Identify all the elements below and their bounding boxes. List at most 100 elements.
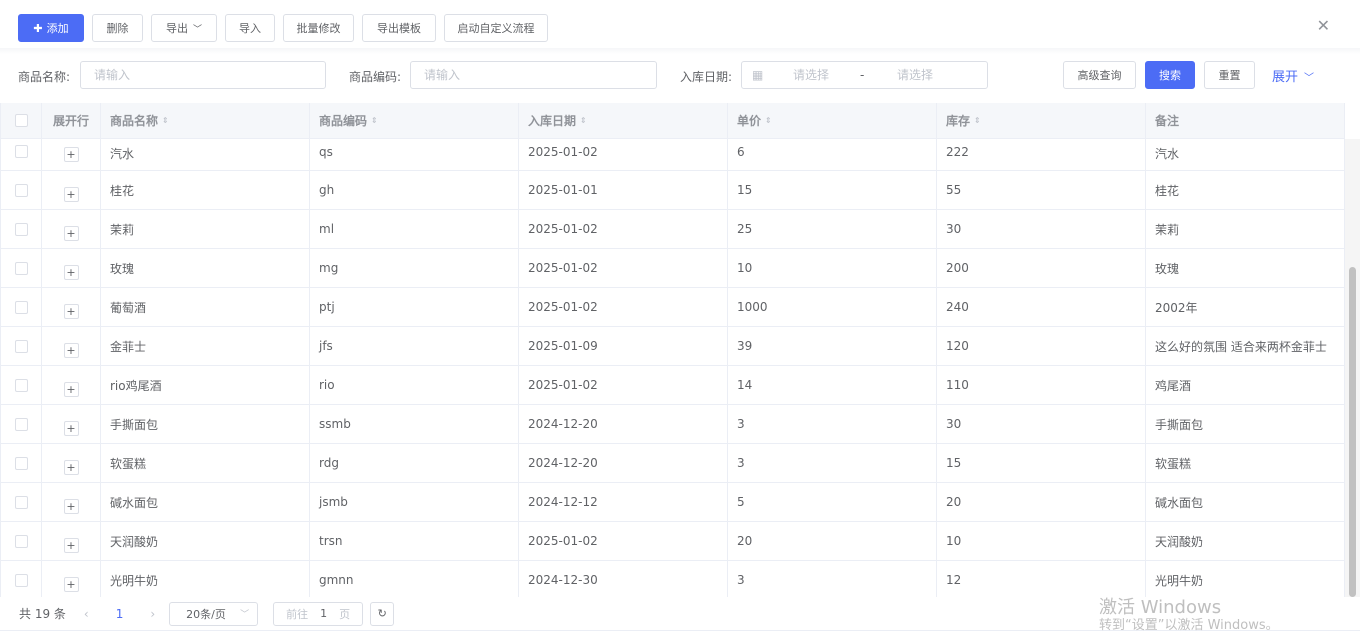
row-checkbox[interactable] xyxy=(14,261,28,275)
table-row[interactable]: + 茉莉 ml 2025-01-02 25 30 茉莉 xyxy=(1,210,1345,249)
header-select-all xyxy=(1,103,42,138)
row-checkbox[interactable] xyxy=(14,300,28,314)
header-name[interactable]: 商品名称 ⇕ xyxy=(101,103,310,138)
page-number[interactable]: 1 xyxy=(115,606,124,621)
sort-icon[interactable]: ⇕ xyxy=(765,116,772,125)
expand-row-icon[interactable]: + xyxy=(63,186,79,202)
code-label: 商品编码: xyxy=(349,70,402,84)
row-select xyxy=(1,483,42,521)
row-expand: + xyxy=(42,483,101,521)
export-button[interactable]: 导出 ﹀ xyxy=(151,14,217,42)
cell-name: 葡萄酒 xyxy=(101,288,310,326)
row-checkbox[interactable] xyxy=(14,144,28,158)
refresh-button[interactable]: ↻ xyxy=(370,601,395,626)
batch-edit-button[interactable]: 批量修改 xyxy=(283,14,354,42)
header-code[interactable]: 商品编码 ⇕ xyxy=(310,103,519,138)
expand-row-icon[interactable]: + xyxy=(63,303,79,319)
start-flow-button[interactable]: 启动自定义流程 xyxy=(444,14,548,42)
row-checkbox[interactable] xyxy=(14,183,28,197)
row-checkbox[interactable] xyxy=(14,222,28,236)
cell-date: 2025-01-02 xyxy=(519,139,728,170)
expand-row-icon[interactable]: + xyxy=(63,381,79,397)
expand-toggle[interactable]: 展开 ﹀ xyxy=(1272,66,1314,85)
date-start[interactable]: 请选择 xyxy=(793,68,830,82)
sort-icon[interactable]: ⇕ xyxy=(974,116,981,125)
header-price[interactable]: 单价 ⇕ xyxy=(728,103,937,138)
cell-code: jsmb xyxy=(310,483,519,521)
table-row[interactable]: + 金菲士 jfs 2025-01-09 39 120 这么好的氛围 适合来两杯金菲士 xyxy=(1,327,1345,366)
add-button[interactable]: ✚ 添加 xyxy=(18,14,84,42)
cell-remark: 手撕面包 xyxy=(1146,405,1345,443)
cell-stock: 30 xyxy=(937,405,1146,443)
cell-date: 2025-01-02 xyxy=(519,522,728,560)
prev-page-icon[interactable]: ‹ xyxy=(83,606,89,621)
expand-row-icon[interactable]: + xyxy=(63,576,79,592)
table-row[interactable]: + 光明牛奶 gmnn 2024-12-30 3 12 光明牛奶 xyxy=(1,561,1345,597)
sort-icon[interactable]: ⇕ xyxy=(580,116,587,125)
sort-icon[interactable]: ⇕ xyxy=(162,116,169,125)
expand-row-icon[interactable]: + xyxy=(63,420,79,436)
table-row[interactable]: + 碱水面包 jsmb 2024-12-12 5 20 碱水面包 xyxy=(1,483,1345,522)
cell-date: 2024-12-20 xyxy=(519,405,728,443)
refresh-icon: ↻ xyxy=(377,607,387,620)
cell-stock: 222 xyxy=(937,139,1146,170)
row-checkbox[interactable] xyxy=(14,417,28,431)
sort-icon[interactable]: ⇕ xyxy=(371,116,378,125)
code-input[interactable]: 请输入 xyxy=(410,61,657,89)
cell-remark: 鸡尾酒 xyxy=(1146,366,1345,404)
name-input[interactable]: 请输入 xyxy=(80,61,326,89)
close-icon[interactable]: ✕ xyxy=(1316,16,1330,35)
expand-row-icon[interactable]: + xyxy=(63,459,79,475)
expand-row-icon[interactable]: + xyxy=(63,264,79,280)
next-page-icon[interactable]: › xyxy=(150,606,156,621)
row-checkbox[interactable] xyxy=(14,456,28,470)
table-row[interactable]: + 玫瑰 mg 2025-01-02 10 200 玫瑰 xyxy=(1,249,1345,288)
divider xyxy=(0,48,1360,54)
expand-row-icon[interactable]: + xyxy=(63,537,79,553)
total-count: 共 19 条 xyxy=(19,607,66,621)
row-checkbox[interactable] xyxy=(14,378,28,392)
table-row[interactable]: + 葡萄酒 ptj 2025-01-02 1000 240 2002年 xyxy=(1,288,1345,327)
vertical-scrollbar[interactable] xyxy=(1345,139,1360,597)
date-range-picker[interactable]: ▦ 请选择 - 请选择 xyxy=(741,61,988,89)
row-expand: + xyxy=(42,249,101,287)
table-row[interactable]: + rio鸡尾酒 rio 2025-01-02 14 110 鸡尾酒 xyxy=(1,366,1345,405)
cell-remark: 汽水 xyxy=(1146,139,1345,170)
scrollbar-thumb[interactable] xyxy=(1349,267,1356,597)
page-size-select[interactable]: 20条/页 ﹀ xyxy=(169,601,259,626)
cell-code: ssmb xyxy=(310,405,519,443)
goto-input[interactable]: 1 xyxy=(320,607,328,620)
cell-name: 碱水面包 xyxy=(101,483,310,521)
advanced-query-button[interactable]: 高级查询 xyxy=(1063,61,1136,89)
header-label: 单价 xyxy=(737,114,762,128)
search-button[interactable]: 搜索 xyxy=(1145,61,1195,89)
reset-button[interactable]: 重置 xyxy=(1204,61,1255,89)
import-button[interactable]: 导入 xyxy=(225,14,275,42)
cell-name: 汽水 xyxy=(101,139,310,170)
export-label: 导出 xyxy=(166,22,188,35)
expand-row-icon[interactable]: + xyxy=(63,225,79,241)
row-checkbox[interactable] xyxy=(14,534,28,548)
header-date[interactable]: 入库日期 ⇕ xyxy=(519,103,728,138)
table-row[interactable]: + 汽水 qs 2025-01-02 6 222 汽水 xyxy=(1,139,1345,171)
header-stock[interactable]: 库存 ⇕ xyxy=(937,103,1146,138)
table-row[interactable]: + 桂花 gh 2025-01-01 15 55 桂花 xyxy=(1,171,1345,210)
cell-code: jfs xyxy=(310,327,519,365)
expand-row-icon[interactable]: + xyxy=(63,147,79,162)
cell-date: 2024-12-30 xyxy=(519,561,728,597)
export-template-button[interactable]: 导出模板 xyxy=(362,14,436,42)
row-checkbox[interactable] xyxy=(14,573,28,587)
search-form: 商品名称: 请输入 商品编码: 请输入 入库日期: ▦ 请选择 - 请选择 高级… xyxy=(0,61,1360,89)
row-expand: + xyxy=(42,444,101,482)
expand-row-icon[interactable]: + xyxy=(63,498,79,514)
table-row[interactable]: + 天润酸奶 trsn 2025-01-02 20 10 天润酸奶 xyxy=(1,522,1345,561)
select-all-checkbox[interactable] xyxy=(14,114,28,127)
date-end[interactable]: 请选择 xyxy=(897,68,934,82)
row-checkbox[interactable] xyxy=(14,339,28,353)
row-checkbox[interactable] xyxy=(14,495,28,509)
table-row[interactable]: + 手撕面包 ssmb 2024-12-20 3 30 手撕面包 xyxy=(1,405,1345,444)
expand-row-icon[interactable]: + xyxy=(63,342,79,358)
header-label: 商品编码 xyxy=(319,114,368,128)
delete-button[interactable]: 删除 xyxy=(92,14,143,42)
table-row[interactable]: + 软蛋糕 rdg 2024-12-20 3 15 软蛋糕 xyxy=(1,444,1345,483)
